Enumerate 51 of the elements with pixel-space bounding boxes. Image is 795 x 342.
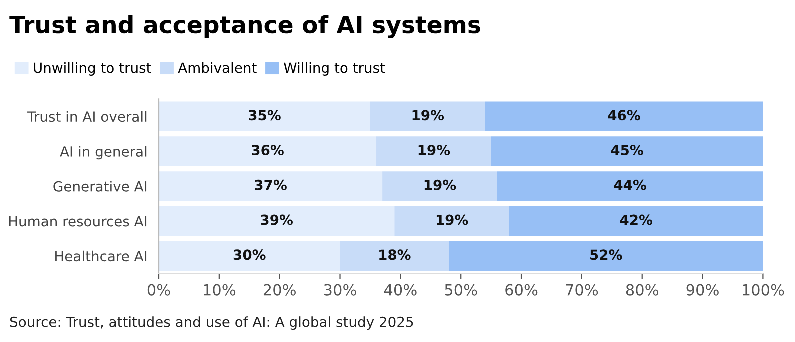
data-label: 52% [590,250,622,260]
x-tick-label: 30% [324,284,356,296]
legend-label: Willing to trust [284,62,386,76]
y-tick-label: AI in general [60,146,147,160]
bar [159,206,395,236]
y-tick-label: Trust in AI overall [28,111,147,122]
data-label: 45% [611,145,644,156]
data-label: 46% [608,110,640,121]
data-label: 42% [620,214,652,226]
data-label: 19% [436,214,468,226]
x-tick-label: 40% [384,284,417,296]
data-label: 35% [249,110,281,121]
bar [491,136,764,166]
bar [376,136,492,166]
y-tick-label: Human resources AI [9,216,147,227]
x-tick-label: 70% [566,284,598,296]
data-label: 19% [412,110,444,121]
data-label: 18% [380,250,411,260]
bar [370,102,486,132]
data-label: 36% [252,145,284,156]
bar [159,136,377,166]
x-tick-label: 50% [445,284,478,296]
bar [485,102,764,132]
data-label: 30% [234,250,266,260]
x-tick-label: 60% [506,284,538,296]
bar [509,206,764,236]
bar [449,241,764,271]
data-label: 39% [261,214,293,226]
data-label: 19% [418,145,450,156]
bar [382,172,498,202]
x-tick-label: 80% [626,284,658,296]
bar [497,172,764,202]
x-tick-label: 90% [686,284,719,296]
bar [394,206,510,236]
bar [159,241,340,271]
legend-label: Unwilling to trust [34,62,152,76]
data-label: 19% [424,180,456,190]
bar [159,172,383,202]
source-note: Source: Trust, attitudes and use of AI: A global study 2025 [10,316,414,330]
legend-label: Ambivalent [178,62,257,74]
x-tick-label: 10% [204,284,236,296]
data-label: 44% [614,180,646,190]
bar [159,102,370,132]
y-tick-label: Generative AI [54,181,147,192]
data-label: 37% [255,180,287,190]
y-tick-label: Healthcare AI [56,250,147,262]
x-tick-label: 100% [743,284,784,296]
x-tick-label: 20% [264,284,296,296]
chart-title: Trust and acceptance of AI systems [10,15,480,38]
bar [340,241,450,271]
x-tick-label: 0% [148,284,170,296]
